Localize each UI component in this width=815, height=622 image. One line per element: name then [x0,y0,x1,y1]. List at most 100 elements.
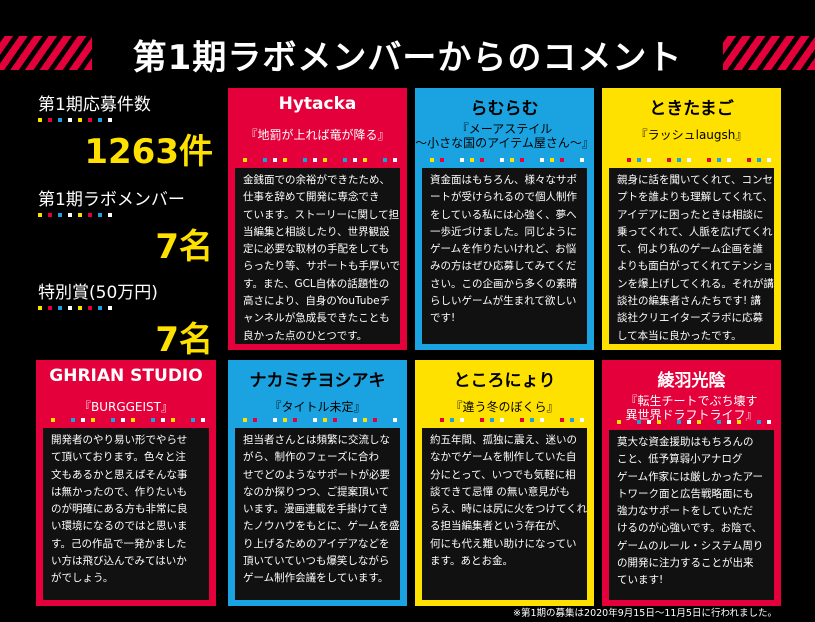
comment-line: ートが受けられるので個人制作 [430,191,577,204]
comment-line: 乗ってくれて、人脈を広げてくれ [617,225,773,238]
work-title: 『タイトル未定』 [228,400,407,414]
comment-line: らしいゲームが生まれて欲しい [430,295,577,308]
comment-line: 親身に話を聞いてくれて、コンセ [617,174,774,186]
work-title: 『地罰が上れば竜が降る』 [228,128,407,142]
comment-line: 担当者さんとは頻繁に交流しな [243,434,390,446]
comment-line: よりも面白がってくれてテンショ [617,260,774,273]
comment-line: 定に必要な取材の手配をしても [243,243,390,256]
comment-line: ています! [617,574,664,587]
comment-line: ゲーム作家には厳しかったアー [617,470,764,483]
dot-separator [38,213,112,217]
comment-line: 莫大な資金援助はもちろんの [617,436,754,448]
comment-line: 資金面はもちろん、様々なサポ [430,174,577,186]
comment-line: 開発者のやり易い形でやらせ [51,434,188,446]
comment-line: り上げるためのアイデアなどを [243,537,390,550]
work-title: 『ラッシュlaugsh』 [602,128,781,142]
comment-line: をしている私には心強く、夢へ [430,208,577,221]
comment-line: なかでゲームを制作していた自 [430,451,577,464]
stat-label: 第1期応募件数 [38,95,151,115]
comment-line: です! [430,312,456,325]
comment-line: なのか探りつつ、ご提案頂いて [243,485,390,498]
comment-line: たノウハウをもとに、ゲームを盛 [243,520,400,533]
comment-line: けるのが心強いです。お陰で、 [617,522,763,535]
stat-value: 1263件 [84,132,213,172]
comment-line: のが明確にある方も非常に良 [51,503,188,516]
comment-line: 仕事を辞めて開発に専念でき [243,191,380,204]
dot-separator [242,158,397,162]
comment-line: して本当に良かったです。 [617,329,742,342]
work-title-line: 『違う冬のぼくら』 [450,400,559,414]
work-title-line: 異世界ドラフトライフ』 [625,408,758,422]
comment-line: プトを誰よりも理解してくれて、 [617,191,773,204]
comment-line: ます。あとお金。 [430,555,513,568]
comment-line: さい。この企画から多くの素晴 [430,277,577,290]
comment-line: らえ、時には尻に火をつけてくれ [430,503,588,516]
comment-card: らむらむ 『メーアステイル ～小さな国のアイテム屋さん～』 資金面はもちろん、様々なサ… [415,88,594,350]
work-title-line: 『BURGGEIST』 [78,400,174,414]
comment-card: 綾羽光陰『転生チートでぶち壊す 異世界ドラフトライフ』莫大な資金援助はもちろんのこ… [602,360,781,606]
comment-line: トワーク面と広告戦略面にも [617,487,754,500]
comment-box: 資金面はもちろん、様々なサポ ートが受けられるので個人制作 をしている私には心強く、… [422,168,587,344]
comment-line: みの方はぜひ応募してみてくだ [430,260,577,273]
comment-line: 一歩近づけました。同じように [430,225,577,238]
comment-line: 談できて忌憚 の無い意見がも [430,485,570,498]
comment-line: て頂いております。色々と注 [51,451,186,464]
footnote: ※第1期の募集は2020年9月15日～11月5日に行われました。 [513,608,777,619]
member-name: GHRIAN STUDIO [49,366,203,386]
comment-line: 何にも代え難い助けになってい [430,537,577,550]
work-title: 『BURGGEIST』 [36,400,216,414]
decor-stripes [0,36,92,70]
comment-line: 談社クリエイターズラボに応募 [617,312,764,325]
dot-separator [429,158,584,162]
member-name: ときたまご [649,99,734,119]
work-title: 『転生チートでぶち壊す 異世界ドラフトライフ』 [602,394,781,422]
comment-line: す。また、GCL自体の話題性の [243,277,390,290]
member-name: 綾羽光陰 [657,371,726,391]
page-title: 第1期ラボメンバーからのコメント [132,38,683,78]
dot-separator [242,418,397,422]
dot-separator [38,306,112,310]
dot-separator [616,420,771,424]
comment-line: こと、低予算弱小アナログ [617,453,743,466]
comment-box: 担当者さんとは頻繁に交流しな がら、制作のフェーズに合わ せでどのようなサポートが必… [235,428,400,600]
stat-label: 特別賞(50万円) [38,283,158,303]
comment-line: す。己の作品で一発かました [51,537,187,550]
comment-card: ときたまご『ラッシュlaugsh』親身に話を聞いてくれて、コンセ プトを誰よりも理… [602,88,781,350]
comment-box: 約五年間、孤独に震え、迷いの なかでゲームを制作していた自 分にとって、いつでも気軽… [422,428,587,600]
work-title-line: 『タイトル未定』 [269,400,366,414]
work-title-line: 『ラッシュlaugsh』 [635,128,748,142]
comment-box: 莫大な資金援助はもちろんの こと、低予算弱小アナログゲーム作家には厳しかったアート… [609,430,774,600]
comment-line: います。漫画連載を手掛けてき [243,503,389,516]
decor-stripes [723,36,815,70]
dot-separator [51,418,205,422]
comment-line: ゲーム制作会議をしています。 [243,572,389,585]
comment-line: ゲームのルール・システム周り [617,539,764,552]
comment-line: アイデアに困ったときは相談に [617,208,764,221]
comment-line: ャンネルが急成長できたことも [243,312,390,325]
comment-line: 頂いていていつも爆笑しながら [243,555,390,568]
work-title: 『違う冬のぼくら』 [415,400,594,414]
work-title-line: 『地罰が上れば竜が降る』 [245,128,390,142]
comment-box: 親身に話を聞いてくれて、コンセ プトを誰よりも理解してくれて、 アイデアに困ったとき… [609,168,774,344]
comment-line: 分にとって、いつでも気軽に相 [430,468,576,481]
work-title-line: ～小さな国のアイテム屋さん～』 [415,136,594,150]
comment-card: GHRIAN STUDIO 『BURGGEIST』開発者のやり易い形でやらせ て頂い… [36,360,216,606]
comment-line: ゲームを作りたいけれど、お悩 [430,243,577,256]
comment-line: て、何より私のゲーム企画を誰 [617,243,763,256]
comment-box: 金銭面での余裕ができたため、 仕事を辞めて開発に専念でき ています。ストーリーに関し… [235,168,400,344]
member-name: ナカミチヨシアキ [249,371,386,391]
member-name: らむらむ [470,99,539,119]
comment-line: る担当編集者という存在が、 [430,520,567,533]
stat-value: 7名 [155,320,213,360]
member-name: Hytacka [278,94,357,114]
comment-line: 当編集と相談したり、世界観設 [243,225,390,238]
comment-line: は無かったので、作りたいも [51,485,188,498]
dot-separator [38,118,112,122]
member-name: ところにょり [453,371,556,391]
comment-card: Hytacka 『地罰が上れば竜が降る』金銭面での余裕ができたため、 仕事を辞めて開… [228,88,407,350]
work-title-line: 『メーアステイル [456,122,553,136]
comment-line: い方は飛び込んでみてはいか [51,555,187,568]
comment-line: 文もあるかと思えばそんな事 [51,468,188,481]
comment-line: 談社の編集者さんたちです! 講 [617,295,762,308]
